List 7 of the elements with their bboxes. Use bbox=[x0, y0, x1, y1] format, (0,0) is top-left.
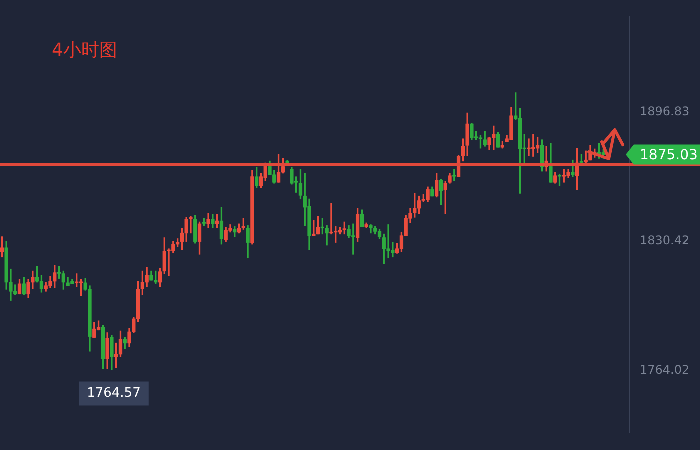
y-tick-label: 1896.83 bbox=[640, 104, 690, 118]
y-tick-label: 1830.42 bbox=[640, 234, 690, 248]
text: 4小时图 bbox=[52, 39, 118, 62]
candlestick bbox=[527, 138, 531, 156]
annotation: 1764.57 bbox=[87, 386, 141, 402]
y-tick-label: 1764.02 bbox=[640, 362, 690, 377]
text: 1875.03 bbox=[640, 147, 698, 164]
